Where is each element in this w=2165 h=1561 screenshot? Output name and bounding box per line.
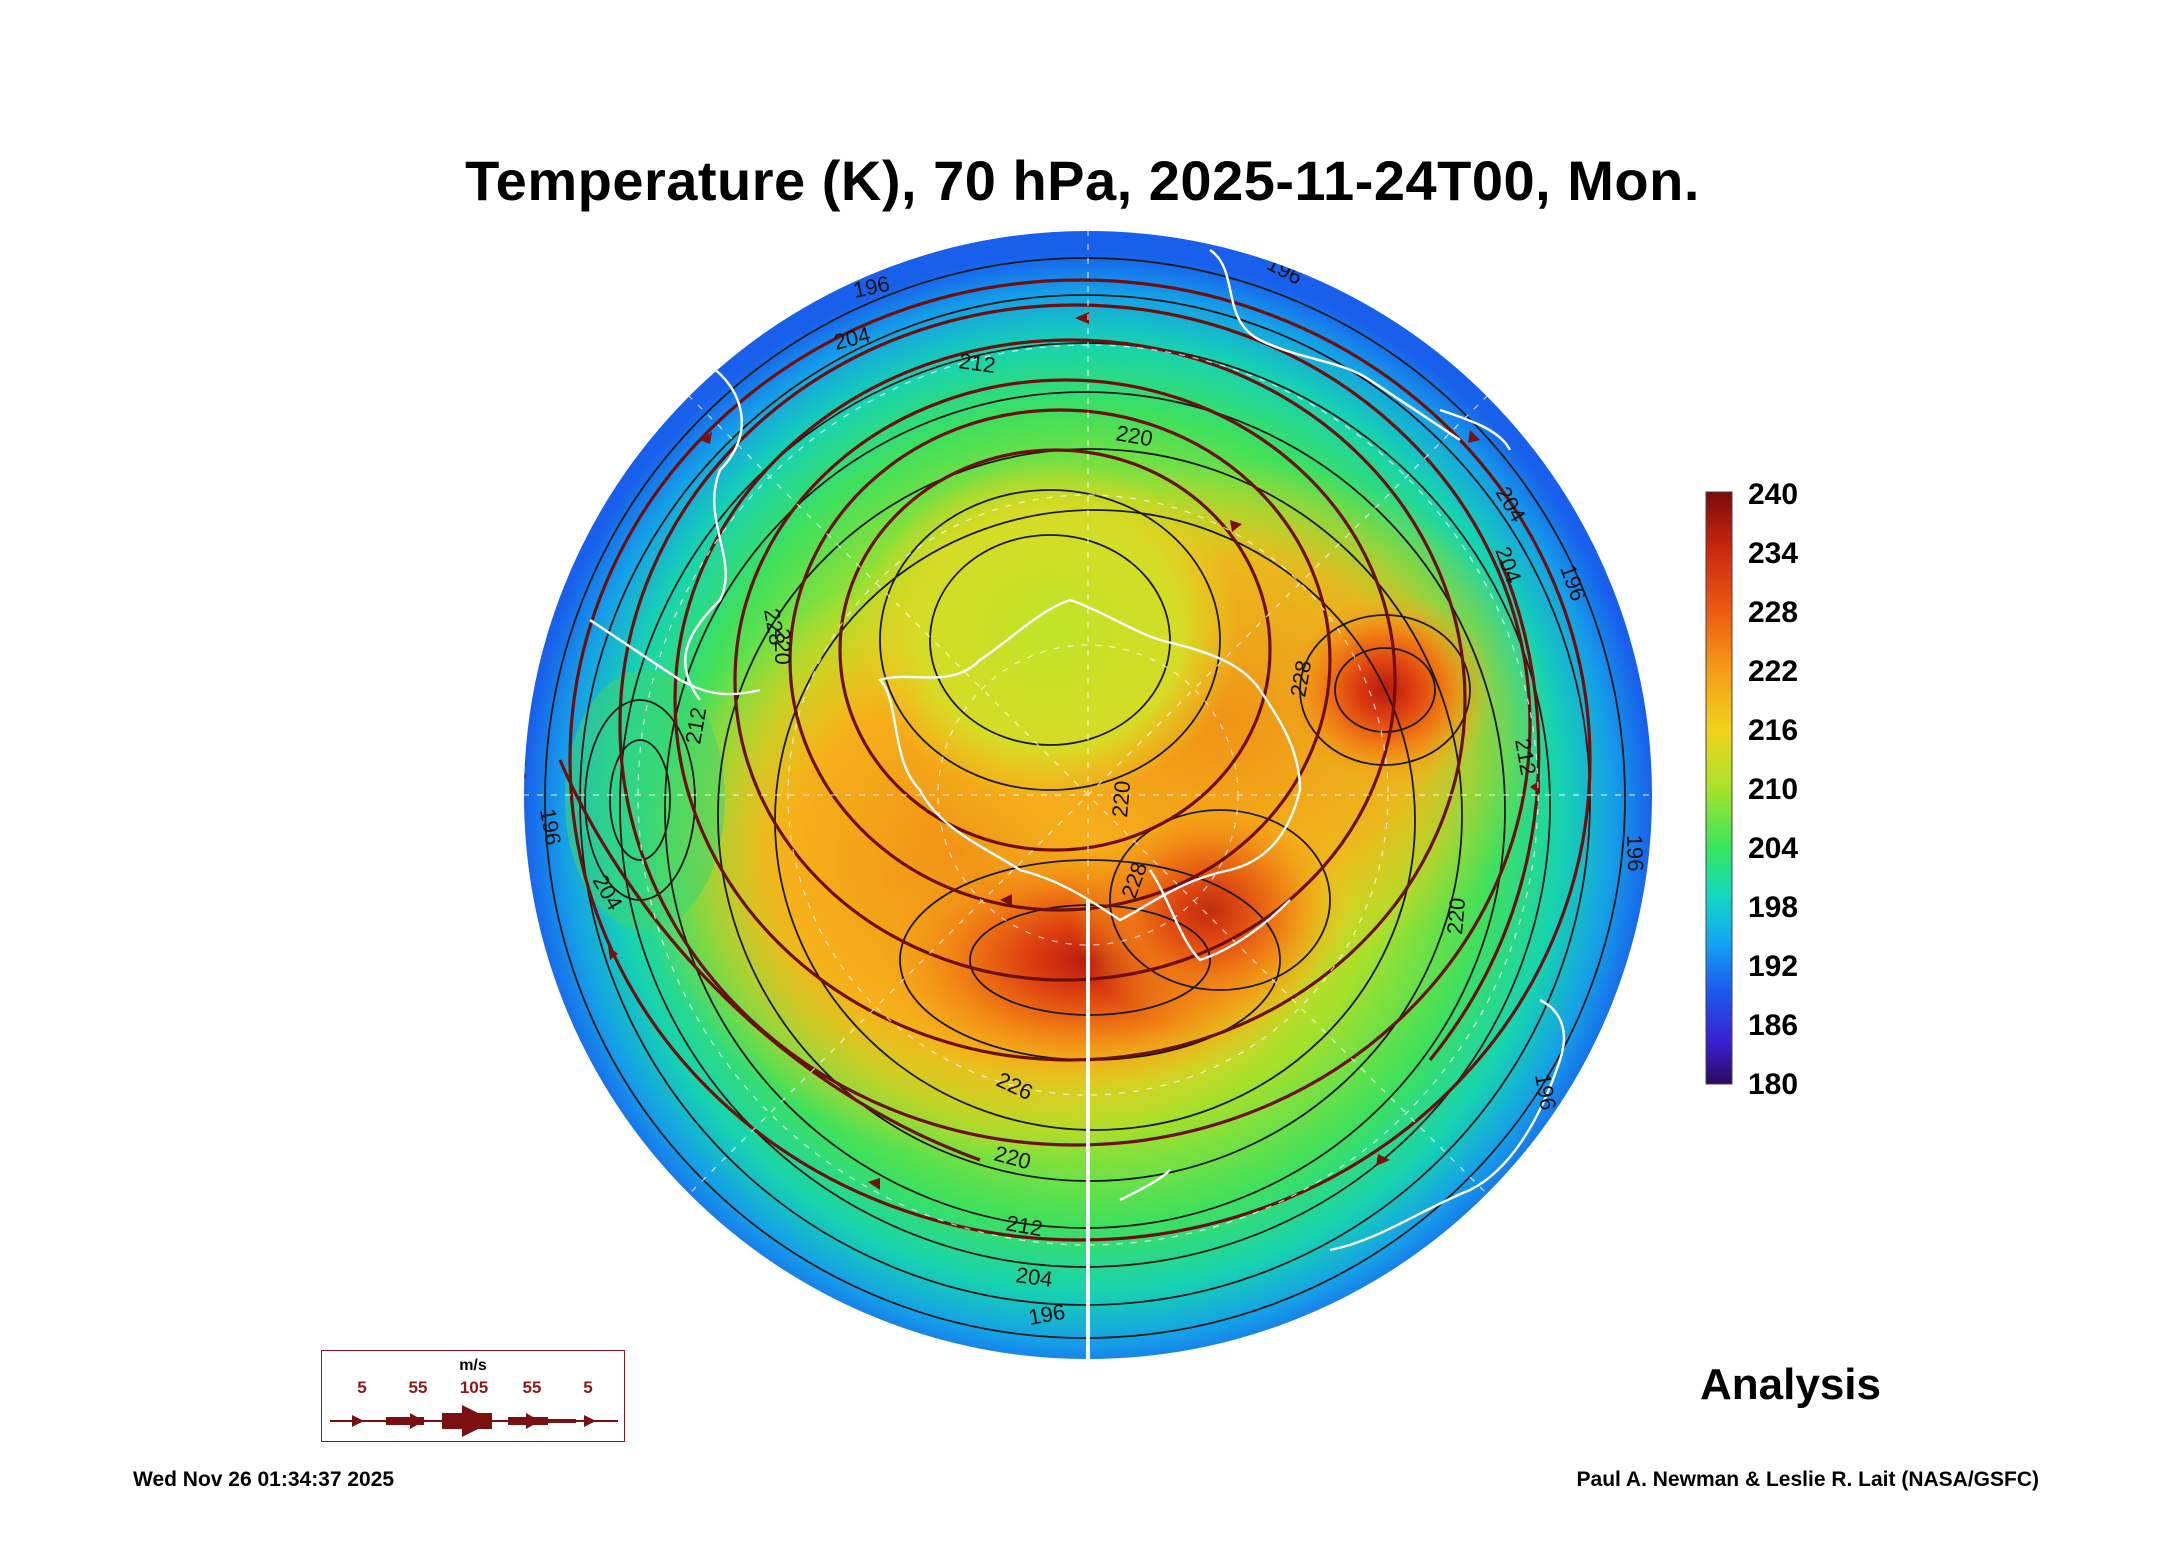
coastlines <box>589 249 1566 1252</box>
wind-arrows <box>608 312 1540 1190</box>
colorbar-tick-label: 222 <box>1748 655 1799 688</box>
contour-label: 220 <box>770 628 795 665</box>
wind-legend-unit: m/s <box>459 1357 487 1374</box>
colorbar-tick-label: 210 <box>1748 773 1799 806</box>
colorbar <box>1705 491 1733 1085</box>
colorbar-tick-label: 228 <box>1748 596 1799 629</box>
colorbar-tick-label: 186 <box>1748 1009 1799 1042</box>
analysis-label: Analysis <box>1700 1360 1881 1409</box>
wind-legend-value: 105 <box>459 1378 489 1397</box>
temperature-anomalies: 196 196 204 212 220 220 212 228 220 228 … <box>505 230 1653 1360</box>
wind-legend-arrow <box>330 1405 618 1437</box>
contour-label: 204 <box>1014 1262 1054 1292</box>
contour-label: 196 <box>1622 834 1648 872</box>
wind-legend-value: 5 <box>583 1378 593 1397</box>
wind-legend-value: 55 <box>522 1378 542 1397</box>
wind-speed-legend: m/s 5 55 105 55 5 <box>321 1350 625 1442</box>
map-outline <box>522 229 1654 1361</box>
contour-label: 220 <box>1442 897 1470 936</box>
colorbar-tick-label: 204 <box>1748 832 1799 865</box>
render-timestamp: Wed Nov 26 01:34:37 2025 <box>133 1468 395 1491</box>
author-credit: Paul A. Newman & Leslie R. Lait (NASA/GS… <box>1576 1468 2039 1491</box>
wind-streamlines <box>558 278 1592 1242</box>
contour-label: 196 <box>505 745 530 782</box>
colorbar-tick-label: 216 <box>1748 714 1799 747</box>
contour-label: 220 <box>1107 780 1135 819</box>
map-title: Temperature (K), 70 hPa, 2025-11-24T00, … <box>465 149 1700 212</box>
wind-legend-value: 55 <box>408 1378 428 1397</box>
colorbar-tick-label: 240 <box>1748 478 1799 511</box>
colorbar-tick-label: 198 <box>1748 891 1799 924</box>
wind-legend-value: 5 <box>357 1378 367 1397</box>
contour-label: 212 <box>957 348 997 378</box>
colorbar-tick-label: 192 <box>1748 950 1799 983</box>
graticule <box>523 230 1653 1246</box>
colorbar-tick-label: 180 <box>1748 1068 1799 1101</box>
colorbar-tick-label: 234 <box>1748 537 1799 570</box>
